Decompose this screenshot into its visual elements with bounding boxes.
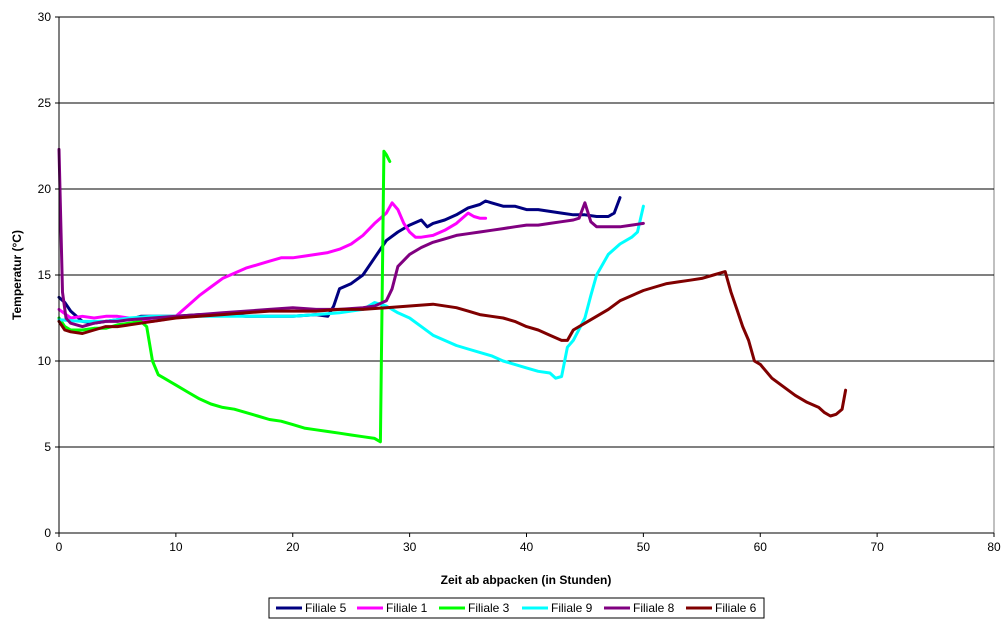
y-tick-label: 25	[38, 96, 52, 110]
legend-box	[268, 597, 765, 619]
legend-items: Filiale 5 Filiale 1 Filiale 3 Filiale 9 Fili…	[276, 601, 757, 615]
series-layer	[57, 147, 848, 444]
y-tick-label: 15	[38, 268, 52, 282]
y-axis-label: Temperatur (°C)	[10, 230, 24, 320]
y-tick-label: 30	[38, 10, 52, 24]
y-axis-ticks: 0 5 10 15 20 25 30	[38, 10, 60, 540]
x-tick-label: 70	[870, 540, 884, 554]
legend-label: Filiale 3	[468, 601, 510, 615]
legend-label: Filiale 8	[633, 601, 675, 615]
gridlines	[59, 16, 994, 448]
y-tick-label: 5	[44, 440, 51, 454]
legend-label: Filiale 5	[305, 601, 347, 615]
legend-label: Filiale 9	[551, 601, 593, 615]
y-tick-label: 20	[38, 182, 52, 196]
series-line-filiale-8	[57, 147, 645, 329]
y-tick-label: 0	[44, 526, 51, 540]
x-tick-label: 30	[403, 540, 417, 554]
x-tick-label: 60	[754, 540, 768, 554]
legend: Filiale 5 Filiale 1 Filiale 3 Filiale 9 Fili…	[268, 597, 765, 619]
x-tick-label: 40	[520, 540, 534, 554]
x-axis-ticks: 0 10 20 30 40 50 60 70 80	[56, 532, 1001, 554]
x-axis-label: Zeit ab abpacken (in Stunden)	[441, 573, 612, 587]
x-tick-label: 0	[56, 540, 63, 554]
series-line-filiale-6	[57, 270, 848, 418]
legend-label: Filiale 1	[386, 601, 428, 615]
x-tick-label: 20	[286, 540, 300, 554]
x-tick-label: 80	[987, 540, 1001, 554]
legend-label: Filiale 6	[715, 601, 757, 615]
x-tick-label: 50	[637, 540, 651, 554]
y-tick-label: 10	[38, 354, 52, 368]
x-tick-label: 10	[169, 540, 183, 554]
